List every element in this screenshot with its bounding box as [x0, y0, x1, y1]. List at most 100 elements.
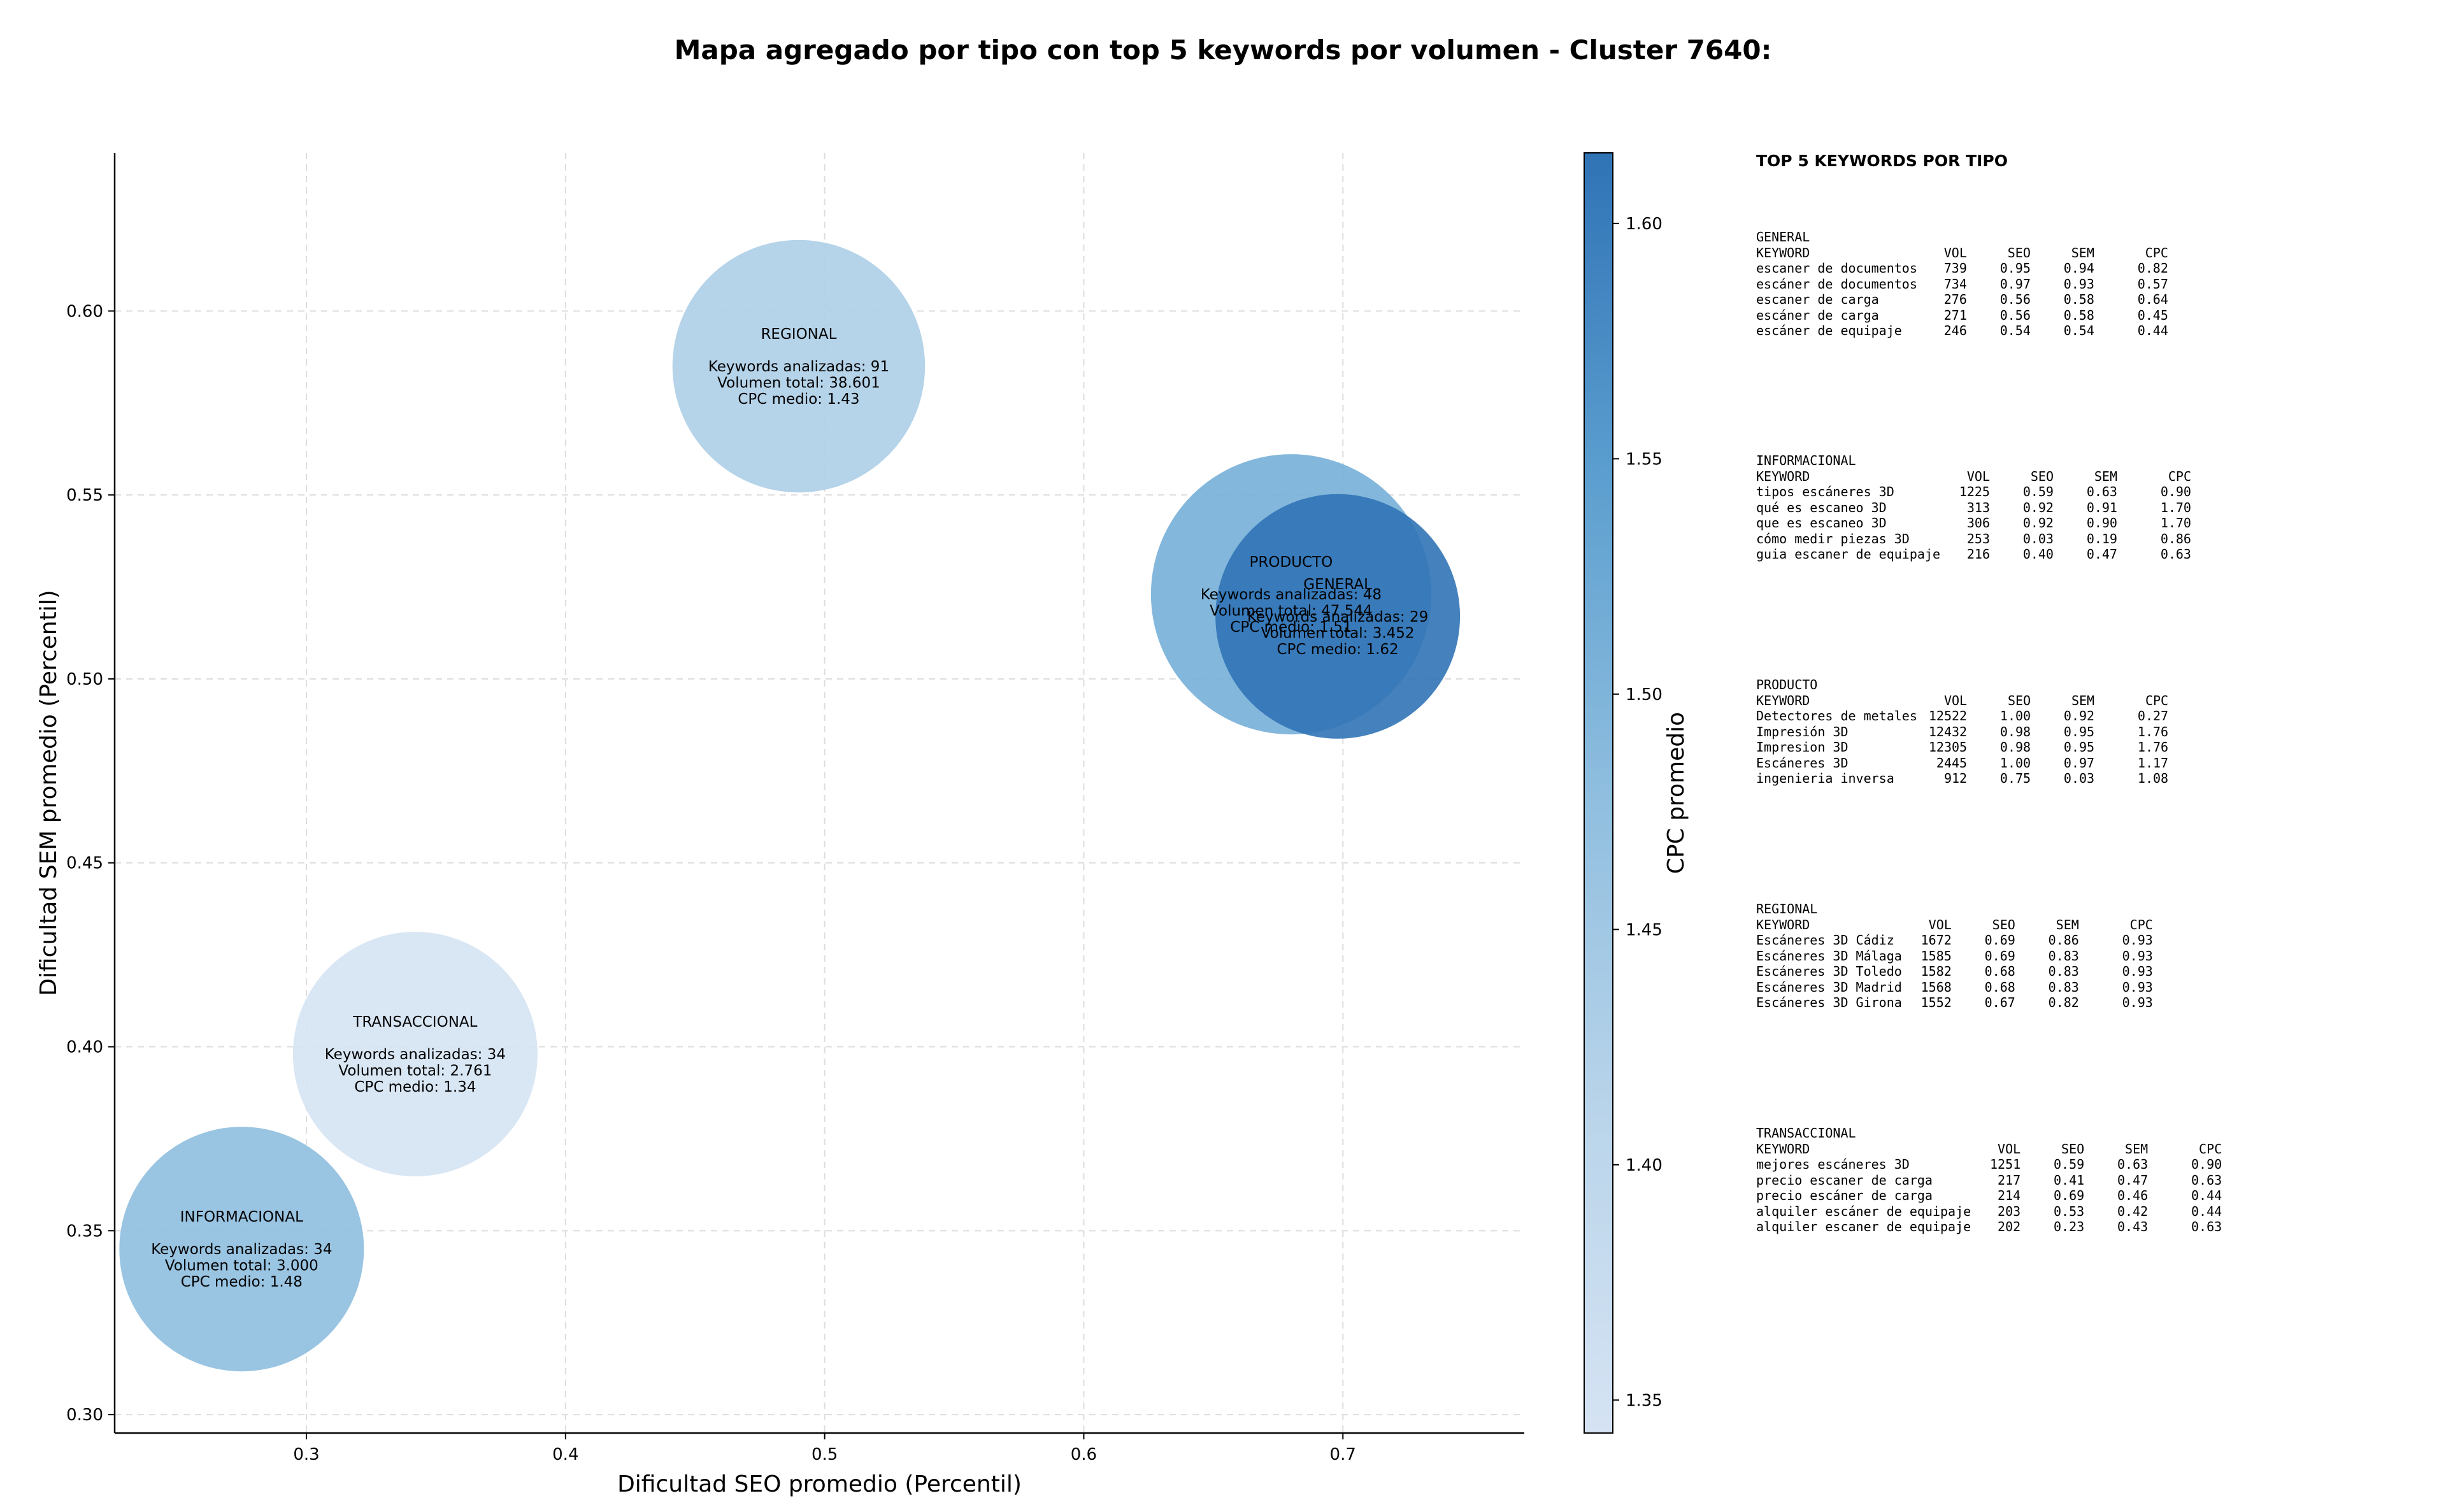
table-row: ingenieria inversa 912 0.75 0.03 1.08: [1756, 771, 2168, 787]
x-tick-label: 0.3: [293, 1445, 319, 1464]
bubble-label-producto: PRODUCTO: [1250, 554, 1333, 571]
top5-cell: 12522: [1928, 708, 1968, 724]
top5-cell: 1.70: [2160, 499, 2191, 515]
y-tick-label: 0.35: [66, 1222, 103, 1241]
table-row: Escáneres 3D 2445 1.00 0.97 1.17: [1756, 755, 2168, 771]
table-row: que es escaneo 3D 306 0.92 0.90 1.70: [1756, 515, 2191, 531]
table-row: escáner de equipaje 246 0.54 0.54 0.44: [1756, 323, 2168, 339]
top5-cell: 306: [1966, 515, 1990, 531]
table-row: mejores escáneres 3D 1251 0.59 0.63 0.90: [1756, 1157, 2222, 1173]
bubble-label-general: Volumen total: 3.452: [1261, 625, 1415, 641]
top5-cell: 0.94: [2063, 260, 2094, 276]
top5-column-header: VOL: [1966, 468, 1990, 484]
top5-column-header: KEYWORD: [1756, 692, 1810, 708]
top5-cell: 0.93: [2122, 964, 2153, 979]
colorbar-tick-label: 1.60: [1626, 215, 1663, 234]
colorbar-tick-label: 1.40: [1626, 1156, 1663, 1175]
top5-header-row: KEYWORD VOL SEO SEM CPC: [1756, 469, 2191, 485]
top5-cell: 1251: [1989, 1157, 2021, 1172]
top5-cell: 734: [1943, 276, 1967, 292]
top5-cell: 0.95: [2063, 739, 2095, 755]
chart-title: Mapa agregado por tipo con top 5 keyword…: [674, 34, 1772, 66]
top5-cell: 0.63: [2117, 1157, 2149, 1172]
y-tick-label: 0.45: [66, 854, 103, 873]
top5-cell: 0.69: [1984, 948, 2015, 964]
top5-cell: que es escaneo 3D: [1756, 515, 1887, 531]
top5-header-row: KEYWORD VOL SEO SEM CPC: [1756, 1141, 2222, 1157]
top5-cell: 0.93: [2122, 948, 2153, 964]
bubble-label-informacional: Keywords analizadas: 34: [151, 1241, 332, 1258]
top5-group-regional: REGIONAL KEYWORD VOL SEO SEM CPC Escáneres 3D …: [1756, 901, 2153, 1011]
bubble-label-general: CPC medio: 1.62: [1277, 641, 1399, 658]
top5-header-row: KEYWORD VOL SEO SEM CPC: [1756, 917, 2153, 933]
top5-cell: 0.47: [2117, 1172, 2149, 1188]
top5-cell: 276: [1943, 292, 1967, 307]
top5-column-header: CPC: [2168, 468, 2191, 484]
top5-cell: 0.56: [1999, 292, 2031, 307]
table-row: Detectores de metales 12522 1.00 0.92 0.27: [1756, 708, 2168, 724]
top5-cell: 313: [1966, 499, 1990, 515]
top5-cell: precio escaner de carga: [1756, 1172, 1933, 1188]
top5-cell: 214: [1998, 1188, 2021, 1203]
top5-group-producto: PRODUCTO KEYWORD VOL SEO SEM CPC Detectores de…: [1756, 677, 2168, 787]
top5-table: KEYWORD VOL SEO SEM CPC escaner de documentos…: [1756, 245, 2168, 339]
top5-cell: 1.08: [2137, 771, 2169, 786]
top5-cell: escaner de carga: [1756, 292, 1879, 307]
bubble-label-transaccional: CPC medio: 1.34: [354, 1079, 476, 1095]
top5-cell: 0.83: [2048, 964, 2079, 979]
top5-cell: 0.91: [2086, 499, 2117, 515]
top5-group-general: GENERAL KEYWORD VOL SEO SEM CPC escaner de doc…: [1756, 229, 2168, 339]
colorbar-gradient: [1584, 152, 1613, 1434]
y-axis-title: Dificultad SEM promedio (Percentil): [36, 590, 62, 996]
x-tick-label: 0.4: [552, 1445, 578, 1464]
top5-cell: 1225: [1959, 484, 1990, 499]
top5-cell: 12305: [1928, 739, 1968, 755]
top5-cell: 0.93: [2122, 995, 2153, 1010]
top5-cell: 1.76: [2137, 724, 2169, 739]
x-tick-label: 0.6: [1071, 1445, 1097, 1464]
top5-cell: 0.46: [2117, 1188, 2149, 1203]
top5-cell: 0.92: [2022, 515, 2054, 531]
top5-cell: 0.63: [2191, 1172, 2222, 1188]
colorbar: 1.35 1.40 1.45 1.50 1.55 1.60 CPC promedio: [1584, 152, 1689, 1434]
top5-cell: 1.70: [2160, 515, 2191, 531]
bubble-label-informacional: Volumen total: 3.000: [165, 1258, 318, 1274]
bubble-label-informacional: INFORMACIONAL: [180, 1209, 303, 1225]
bubble-informacional: [119, 1127, 364, 1372]
top5-table: KEYWORD VOL SEO SEM CPC mejores escáneres 3D 1…: [1756, 1141, 2222, 1235]
top5-column-header: CPC: [2199, 1141, 2222, 1157]
top5-column-header: SEO: [2007, 692, 2031, 708]
y-tick-label: 0.60: [66, 302, 103, 321]
top5-cell: 253: [1966, 531, 1990, 546]
top5-cell: 0.82: [2048, 995, 2079, 1010]
top5-cell: escáner de documentos: [1756, 276, 1917, 292]
top5-cell: 1552: [1920, 995, 1952, 1010]
top5-cell: 0.98: [1999, 724, 2031, 739]
table-row: qué es escaneo 3D 313 0.92 0.91 1.70: [1756, 500, 2191, 516]
top5-column-header: VOL: [1943, 245, 1967, 260]
top5-group-name: INFORMACIONAL: [1756, 453, 1856, 468]
table-row: Impresión 3D 12432 0.98 0.95 1.76: [1756, 724, 2168, 740]
top5-cell: Escáneres 3D: [1756, 755, 1849, 771]
top5-cell: 912: [1943, 771, 1968, 786]
top5-cell: 0.44: [2191, 1203, 2222, 1219]
top5-cell: 0.44: [2137, 323, 2168, 338]
table-row: Escáneres 3D Toledo 1582 0.68 0.83 0.93: [1756, 964, 2153, 980]
top5-cell: 0.40: [2022, 546, 2054, 562]
top5-cell: 0.58: [2063, 307, 2094, 323]
top5-cell: guia escaner de equipaje: [1756, 546, 1940, 562]
top5-cell: 246: [1943, 323, 1967, 338]
y-tick-label: 0.50: [66, 670, 103, 689]
top5-cell: 203: [1998, 1203, 2021, 1219]
top5-cell: 739: [1943, 260, 1967, 276]
top5-group-name: REGIONAL: [1756, 901, 1818, 916]
top5-cell: Escáneres 3D Málaga: [1756, 948, 1902, 964]
top5-cell: 0.56: [1999, 307, 2031, 323]
top5-group-transaccional: TRANSACCIONAL KEYWORD VOL SEO SEM CPC mejores …: [1756, 1125, 2222, 1235]
top5-cell: 0.93: [2122, 932, 2153, 948]
top5-cell: qué es escaneo 3D: [1756, 499, 1887, 515]
top5-cell: precio escáner de carga: [1756, 1188, 1933, 1203]
top5-cell: 0.41: [2053, 1172, 2085, 1188]
top5-table: KEYWORD VOL SEO SEM CPC Detectores de metales…: [1756, 693, 2168, 787]
